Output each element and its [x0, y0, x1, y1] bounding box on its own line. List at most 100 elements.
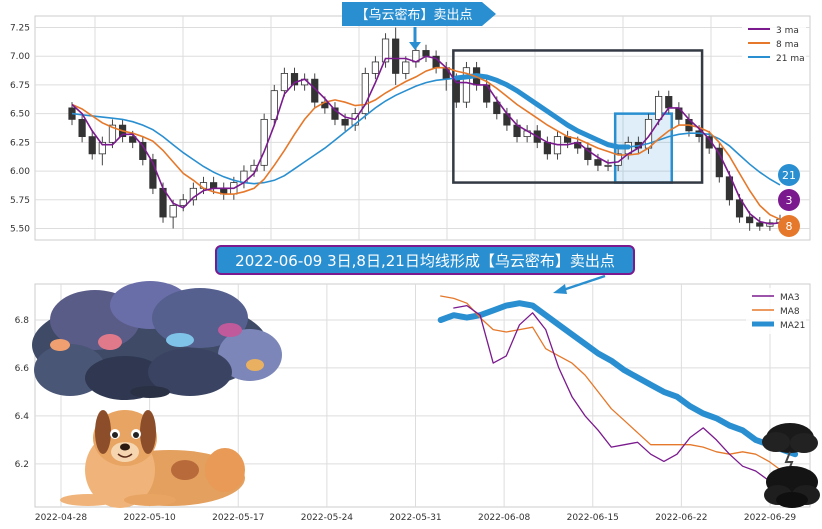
candle-body	[341, 118, 349, 126]
top-ytick-label: 6.50	[10, 110, 30, 120]
badge-3-circle	[778, 189, 800, 211]
bottom-banner-shape	[215, 245, 635, 275]
candle-body	[735, 199, 744, 218]
bottom-x-axis: 2022-04-28 2022-05-10 2022-05-17 2022-05-24…	[35, 513, 797, 523]
legend-label-MA3: MA3	[780, 293, 800, 303]
candle-body	[88, 136, 96, 155]
bottom-xtick-label: 2022-06-08	[478, 513, 531, 523]
candle-body	[715, 147, 723, 178]
top-ytick-label: 6.00	[10, 167, 30, 177]
candle-body	[280, 73, 289, 92]
top-ma21-line	[71, 74, 781, 186]
bottom-legend: MA3 MA8 MA21	[746, 288, 806, 334]
candle-body	[290, 73, 299, 86]
top-ytick-label: 7.25	[10, 23, 30, 33]
candle-body	[179, 199, 187, 206]
top-ytick-label: 6.75	[10, 81, 30, 91]
bottom-xtick-label: 2022-05-24	[301, 513, 354, 523]
ma-badges: 21 3 8	[778, 164, 800, 237]
candle-body	[665, 96, 673, 109]
bottom-ytick-label: 6.8	[15, 316, 30, 326]
bottom-ytick-label: 6.6	[15, 364, 30, 374]
candlestick-chart: 5.50 5.75 6.00 6.25 6.50 6.75 7.00 7.25 3 ma 8 …	[10, 2, 811, 241]
badge-8-circle	[778, 215, 800, 237]
candle-body	[260, 118, 268, 166]
badge-21-label: 21	[782, 169, 796, 182]
bottom-ma8-line	[440, 295, 796, 477]
top-ma21-thick-segment	[453, 73, 631, 150]
bottom-banner: 2022-06-09 3日,8日,21日均线形成【乌云密布】卖出点	[215, 245, 635, 294]
bottom-ytick-label: 6.2	[15, 460, 29, 470]
legend-label-21ma: 21 ma	[776, 54, 805, 64]
candle-body	[98, 141, 106, 155]
top-banner-shape	[342, 2, 496, 26]
top-ma-lines	[71, 55, 781, 225]
candle-body	[604, 164, 612, 167]
bottom-xtick-label: 2022-04-28	[35, 513, 88, 523]
bottom-xtick-label: 2022-06-22	[655, 513, 707, 523]
badge-21-circle	[778, 164, 800, 186]
badge-8-label: 8	[786, 220, 793, 233]
top-ma8-line	[71, 66, 781, 221]
top-highlight-boxes	[452, 49, 704, 184]
candle-body	[361, 73, 369, 115]
candle-body	[371, 61, 380, 74]
bottom-ma21-line	[437, 300, 799, 458]
badge-3-label: 3	[786, 194, 793, 207]
candle-body	[543, 141, 551, 155]
top-legend: 3 ma 8 ma 21 ma	[742, 21, 806, 67]
candle-body	[442, 67, 450, 80]
bottom-xtick-label: 2022-05-10	[123, 513, 176, 523]
bottom-y-axis: 6.2 6.4 6.6 6.8	[15, 316, 30, 470]
bottom-ma3-line	[453, 304, 796, 496]
candle-body	[594, 159, 602, 166]
top-ytick-label: 7.00	[10, 52, 30, 62]
top-y-axis: 5.50 5.75 6.00 6.25 6.50 6.75 7.00 7.25	[10, 23, 30, 234]
candle-body	[756, 222, 764, 227]
candle-body	[402, 61, 410, 74]
candle-body	[493, 101, 501, 115]
top-ytick-label: 5.50	[10, 225, 30, 235]
bottom-xtick-label: 2022-05-31	[389, 513, 441, 523]
legend-label-3ma: 3 ma	[776, 26, 799, 36]
candle-body	[584, 147, 592, 160]
candle-body	[655, 96, 663, 120]
top-banner: 【乌云密布】卖出点	[342, 2, 496, 50]
candle-body	[108, 124, 117, 143]
candle-body	[270, 90, 278, 120]
candle-body	[462, 67, 471, 103]
top-ytick-label: 6.25	[10, 138, 30, 148]
candle-body	[189, 187, 197, 201]
bottom-banner-text: 2022-06-09 3日,8日,21日均线形成【乌云密布】卖出点	[235, 252, 615, 270]
highlight-box-dark	[452, 49, 704, 184]
bottom-xtick-label: 2022-06-15	[567, 513, 619, 523]
bottom-banner-arrowhead	[553, 284, 567, 294]
colorful-storm-cloud-illustration	[32, 281, 282, 400]
candle-body	[381, 38, 390, 63]
candle-body	[149, 159, 157, 189]
lying-dog-illustration	[60, 410, 245, 508]
candle-body	[392, 38, 400, 74]
candle-body	[129, 136, 137, 143]
candle-body	[169, 205, 177, 218]
legend-label-8ma: 8 ma	[776, 40, 799, 50]
legend-label-MA21: MA21	[780, 321, 805, 331]
candle-body	[422, 50, 430, 57]
bottom-banner-arrow-stem	[562, 274, 606, 292]
top-banner-arrowhead	[409, 42, 421, 50]
top-banner-text: 【乌云密布】卖出点	[355, 7, 472, 23]
candle-body	[209, 182, 218, 189]
bottom-xtick-label: 2022-05-17	[212, 513, 264, 523]
top-ma3-line	[71, 55, 781, 225]
candle-body	[331, 107, 339, 120]
bottom-ma-lines	[437, 295, 799, 496]
bottom-ytick-label: 6.4	[15, 412, 30, 422]
top-ytick-label: 5.75	[10, 196, 30, 206]
ma-line-chart: 6.2 6.4 6.6 6.8 2022-04-28 2022-05-10 2022-05…	[15, 245, 820, 523]
bottom-xtick-label: 2022-06-29	[744, 513, 797, 523]
candle-body	[746, 216, 754, 224]
candle-body	[725, 176, 734, 201]
candle-body	[78, 118, 86, 138]
dark-cloud-icon	[762, 423, 820, 508]
